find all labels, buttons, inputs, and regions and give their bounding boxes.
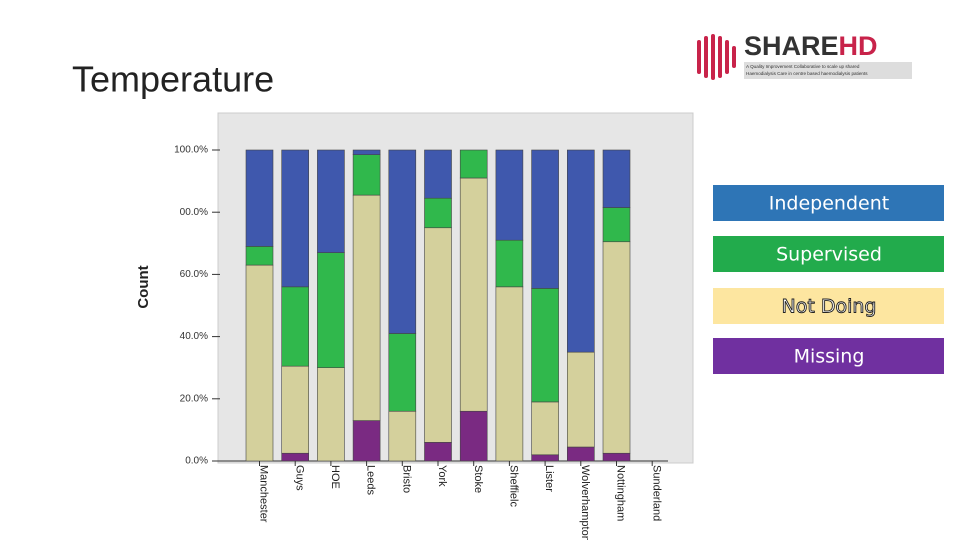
bar-segment — [531, 149, 559, 289]
x-tick-label: Lister — [543, 465, 555, 492]
y-tick-label: 100.0% — [174, 145, 208, 156]
bar-segment — [388, 333, 417, 412]
bar-segment — [424, 197, 452, 229]
bar-segment — [566, 351, 595, 448]
x-tick-label: Sheffielc — [507, 465, 519, 507]
bar-segment — [317, 252, 345, 369]
logo-dot — [711, 34, 715, 80]
bar-segment — [245, 149, 274, 247]
y-tick-label: 60.0% — [180, 269, 208, 280]
logo-dot — [704, 36, 708, 78]
bar-segment — [245, 246, 274, 266]
bar-segment — [602, 207, 631, 243]
chart: 0.0% 20.0% 40.0% 60.0% 00.0% 100.0% Manchester… — [174, 145, 668, 540]
logo-icon — [697, 34, 736, 80]
bar-segment — [424, 442, 452, 462]
bar-segment — [317, 149, 345, 253]
logo-dot — [697, 40, 701, 74]
bar-segment — [602, 452, 631, 462]
logo-text: SHAREHD — [744, 31, 878, 61]
y-tick-label: 00.0% — [180, 207, 208, 218]
bar-segment — [495, 149, 524, 241]
x-tick-label: Leeds — [365, 465, 377, 495]
logo-dot — [718, 36, 722, 78]
y-axis-label: Count — [135, 265, 152, 308]
bar-segment — [531, 401, 559, 456]
bar-segment — [317, 367, 345, 462]
x-tick-label: Stoke — [472, 465, 484, 493]
logo-dot — [725, 40, 729, 74]
logo-dot — [732, 46, 736, 68]
bar-segment — [281, 149, 310, 288]
legend-box — [713, 185, 944, 221]
x-tick-label: Bristo — [400, 465, 412, 493]
legend-box — [713, 236, 944, 272]
legend: Independent Supervised Not Doing Missing — [713, 185, 944, 374]
y-tick-label: 0.0% — [185, 456, 208, 467]
slide-title: Temperature — [72, 59, 274, 100]
bar-segment — [388, 149, 417, 334]
legend-label: Supervised — [776, 244, 882, 266]
bar-segment — [281, 365, 310, 454]
logo-share: SHARE — [744, 31, 839, 61]
legend-label: Independent — [769, 193, 889, 215]
logo-tagline: A Quality Improvement Collaborative to s… — [746, 64, 860, 69]
bar-segment — [388, 410, 417, 462]
bar-segment — [459, 177, 488, 412]
x-tick-label: Sunderland — [650, 465, 662, 521]
bar-segment — [281, 452, 310, 462]
legend-label: Missing — [794, 346, 865, 368]
bar-segment — [424, 227, 452, 443]
bar-segment — [352, 149, 381, 155]
bar-segment — [459, 149, 488, 179]
logo-tagline-bg — [744, 62, 912, 79]
x-tick-label: Nottingham — [615, 465, 627, 521]
bar-segment — [424, 149, 452, 199]
bar-segment — [352, 154, 381, 196]
bar-segment — [459, 410, 488, 462]
legend-box — [713, 288, 944, 324]
y-tick-label: 20.0% — [180, 393, 208, 404]
bar-segment — [495, 286, 524, 462]
legend-box — [713, 338, 944, 374]
bar-segment — [531, 288, 559, 403]
bar-segment — [352, 420, 381, 462]
logo: SHAREHD A Quality Improvement Collaborat… — [697, 31, 912, 80]
bar-segment — [602, 241, 631, 454]
bar-segment — [245, 264, 274, 462]
bar-segment — [352, 194, 381, 421]
x-tick-label: Manchester — [258, 465, 270, 523]
legend-label: Not Doing — [782, 296, 877, 318]
bar-segment — [566, 149, 595, 353]
bar-segment — [566, 446, 595, 462]
bar-segment — [531, 454, 559, 462]
x-tick-label: HOE — [329, 465, 341, 489]
bar-segment — [602, 149, 631, 208]
x-tick-label: Wolverhampton — [579, 465, 591, 540]
bar-segment — [495, 239, 524, 288]
x-tick-label: Guys — [293, 465, 305, 491]
x-tick-label: York — [436, 465, 448, 487]
logo-hd: HD — [839, 31, 878, 61]
logo-tagline: Haemodialysis Care in centre based haemo… — [746, 71, 868, 76]
bar-segment — [281, 286, 310, 367]
y-tick-label: 40.0% — [180, 331, 208, 342]
